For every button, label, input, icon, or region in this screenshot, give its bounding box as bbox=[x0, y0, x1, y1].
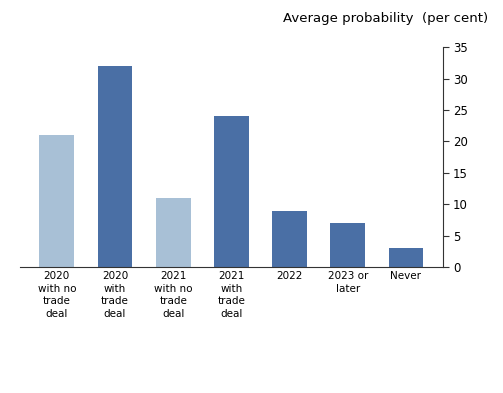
Bar bbox=[214, 116, 249, 267]
Bar bbox=[388, 248, 424, 267]
Bar bbox=[272, 211, 307, 267]
Bar bbox=[98, 66, 132, 267]
Bar bbox=[39, 135, 74, 267]
Bar bbox=[156, 198, 191, 267]
Bar bbox=[330, 223, 365, 267]
Text: Average probability  (per cent): Average probability (per cent) bbox=[283, 12, 488, 25]
